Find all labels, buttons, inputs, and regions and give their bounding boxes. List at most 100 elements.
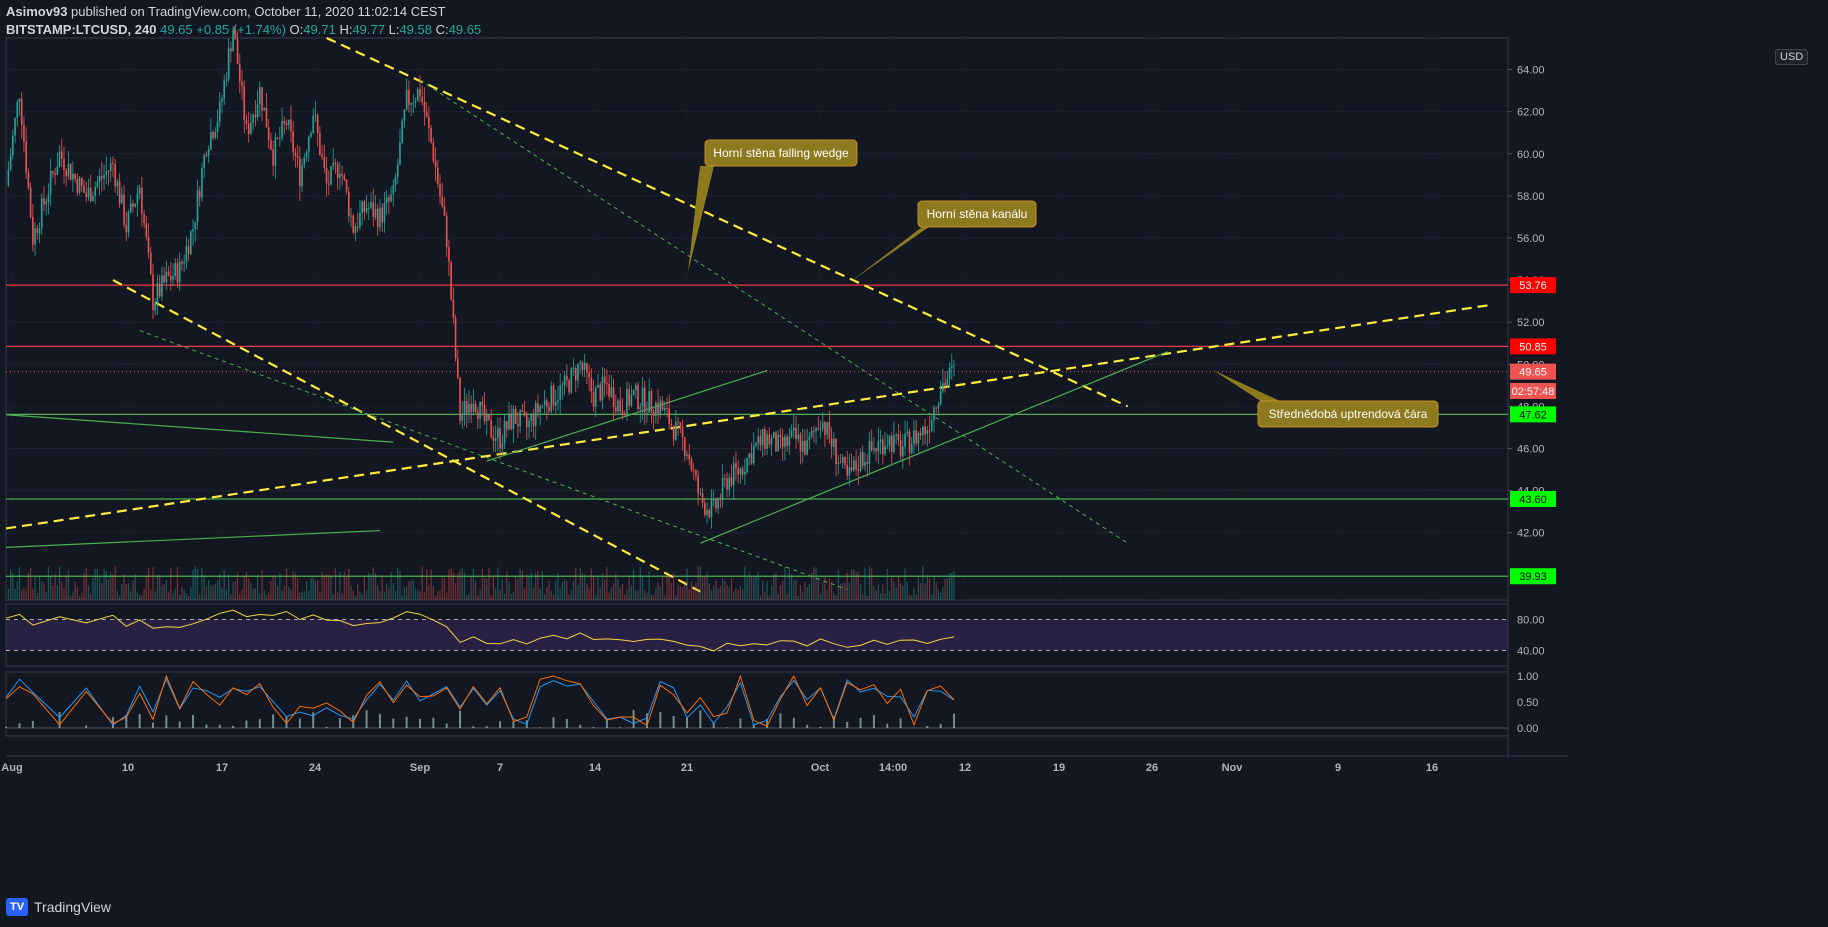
volume-bar [882, 584, 884, 600]
candle-body [801, 440, 804, 452]
candle-body [163, 275, 165, 283]
candle-body [937, 404, 940, 409]
volume-bar [766, 580, 768, 600]
candle-body [917, 433, 920, 444]
volume-bar [230, 593, 232, 600]
candle-body [279, 137, 281, 139]
volume-bar [414, 588, 417, 600]
candle-body [408, 89, 410, 105]
candle-body [461, 413, 464, 421]
candle-body [841, 456, 844, 463]
volume-bar [733, 591, 735, 600]
volume-bar [866, 595, 868, 600]
volume-bar [664, 595, 666, 600]
volume-bar [132, 580, 134, 600]
volume-bar [399, 571, 401, 600]
candle-body [523, 411, 526, 416]
volume-bar [381, 574, 383, 600]
volume-bar [757, 572, 759, 600]
volume-bar [833, 593, 835, 600]
volume-bar [859, 583, 862, 600]
volume-bar [330, 576, 332, 600]
volume-bar [806, 586, 808, 600]
volume-bar [317, 580, 319, 600]
volume-bar [174, 588, 176, 600]
candle-body [76, 178, 79, 193]
stoch-tick-label: 0.00 [1517, 723, 1538, 735]
stoch-hist-bar [485, 726, 488, 728]
candle-body [505, 421, 508, 430]
volume-bar [61, 581, 63, 600]
volume-bar [259, 593, 261, 600]
candle-body [40, 198, 43, 229]
candle-body [926, 430, 929, 435]
symbol-name[interactable]: BITSTAMP:LTCUSD, 240 [6, 22, 157, 37]
volume-bar [857, 571, 859, 600]
volume-bar [83, 573, 85, 600]
candle-body [857, 469, 860, 472]
volume-bar [386, 583, 388, 600]
volume-bar [884, 593, 886, 600]
candle-body [483, 404, 486, 422]
candle-body [583, 362, 586, 370]
stoch-hist-bar [85, 725, 88, 728]
volume-bar [641, 575, 644, 600]
currency-button[interactable]: USD [1775, 49, 1809, 65]
candle-body [9, 155, 12, 170]
candle-body [125, 224, 128, 233]
candle-body [457, 358, 459, 378]
candle-body [312, 116, 314, 134]
rsi-band [6, 619, 1508, 651]
candle-body [712, 499, 715, 501]
volume-bar [490, 595, 492, 600]
candle-body [287, 119, 290, 126]
stoch-hist-bar [565, 719, 568, 728]
candle-body [416, 89, 419, 101]
candle-body [481, 401, 484, 405]
volume-bar [546, 587, 548, 600]
volume-bar [686, 568, 688, 600]
volume-bar [737, 590, 739, 600]
candle-body [804, 440, 806, 455]
stoch-hist-bar [846, 721, 849, 728]
candle-body [396, 164, 399, 177]
volume-bar [219, 573, 221, 600]
candle-body [666, 407, 668, 409]
volume-bar [590, 568, 592, 600]
candle-body [628, 388, 630, 406]
stoch-hist-bar [58, 712, 61, 728]
volume-bar [499, 589, 501, 600]
volume-bar [748, 571, 750, 600]
volume-bar [915, 594, 917, 600]
candle-body [227, 48, 230, 80]
volume-bar [430, 569, 432, 600]
candle-body [757, 436, 759, 444]
candle-body [879, 439, 882, 442]
tradingview-brand[interactable]: TV TradingView [6, 898, 111, 916]
candle-body [156, 283, 159, 304]
candle-body [761, 428, 764, 446]
candle-body [566, 375, 568, 381]
candle-body [374, 208, 377, 218]
candle-body [610, 387, 613, 397]
volume-bar [708, 583, 710, 600]
candle-body [692, 470, 695, 472]
author-name[interactable]: Asimov93 [6, 4, 68, 19]
volume-bar [906, 582, 908, 600]
candle-body [744, 471, 746, 475]
volume-bar [292, 571, 294, 600]
candle-body [314, 115, 317, 117]
volume-bar [942, 587, 944, 600]
volume-bar [50, 576, 52, 600]
volume-bar [621, 584, 624, 600]
volume-bar [366, 590, 368, 600]
volume-bar [762, 579, 764, 600]
candle-body [864, 461, 866, 466]
volume-bar [163, 584, 165, 600]
volume-bar [601, 573, 604, 600]
volume-bar [935, 582, 937, 600]
publish-line: Asimov93 published on TradingView.com, O… [6, 4, 481, 20]
volume-bar [18, 566, 21, 600]
volume-bar [357, 583, 359, 600]
